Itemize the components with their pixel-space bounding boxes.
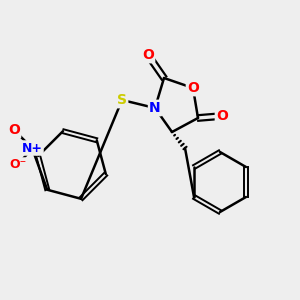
Text: O: O (142, 48, 154, 62)
Text: O: O (187, 81, 199, 95)
Text: O: O (8, 123, 20, 137)
Text: O: O (216, 109, 228, 123)
Text: S: S (117, 93, 127, 107)
Text: O⁻: O⁻ (9, 158, 27, 172)
Text: N+: N+ (22, 142, 43, 154)
Text: N: N (149, 101, 161, 115)
